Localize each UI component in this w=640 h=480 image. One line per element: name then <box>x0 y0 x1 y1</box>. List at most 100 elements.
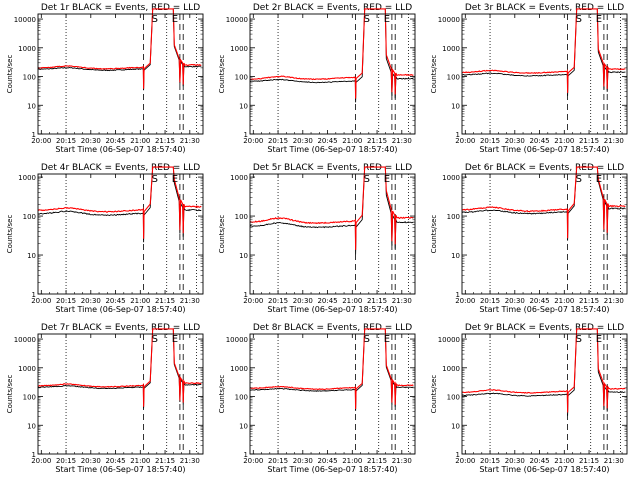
x-tick-label: 20:15 <box>480 137 500 145</box>
y-tick-label: 10 <box>27 252 36 260</box>
x-tick-label: 21:00 <box>130 297 150 305</box>
chart-title: Det 4r BLACK = Events, RED = LLD <box>41 163 200 173</box>
x-axis-label: Start Time (06-Sep-07 18:57:40) <box>55 145 185 154</box>
x-tick-label: 20:15 <box>56 297 76 305</box>
x-tick-label: 20:45 <box>529 457 549 465</box>
y-tick-label: 1000 <box>230 45 248 53</box>
chart-title: Det 8r BLACK = Events, RED = LLD <box>253 323 412 333</box>
x-tick-label: 20:45 <box>529 297 549 305</box>
y-axis-label: Counts/sec <box>6 375 14 414</box>
x-tick-label: 21:00 <box>554 457 574 465</box>
x-axis-label: Start Time (06-Sep-07 18:57:40) <box>479 145 609 154</box>
chart-title: Det 2r BLACK = Events, RED = LLD <box>253 3 412 13</box>
x-tick-label: 21:00 <box>130 137 150 145</box>
x-tick-label: 21:15 <box>367 137 387 145</box>
series-line-lld <box>249 8 414 99</box>
x-tick-label: 21:00 <box>342 137 362 145</box>
y-axis-label: Counts/sec <box>430 215 438 254</box>
plot-frame <box>37 333 204 455</box>
y-tick-label: 10 <box>451 102 460 110</box>
x-tick-label: 20:00 <box>31 137 51 145</box>
y-tick-label: 100 <box>23 394 36 402</box>
chart-title: Det 5r BLACK = Events, RED = LLD <box>253 163 412 173</box>
x-tick-label: 21:00 <box>342 457 362 465</box>
marker-label-e: E <box>384 174 390 185</box>
plot-frame <box>249 173 416 295</box>
y-tick-label: 10000 <box>226 336 248 344</box>
marker-label-s: S <box>152 174 158 185</box>
marker-label-e: E <box>172 14 178 25</box>
x-tick-label: 20:30 <box>505 297 525 305</box>
y-tick-label: 1000 <box>18 174 36 182</box>
y-tick-label: 1000 <box>230 365 248 373</box>
series-line-lld <box>37 8 202 89</box>
y-axis-label: Counts/sec <box>430 375 438 414</box>
y-tick-label: 1 <box>456 451 460 459</box>
x-tick-label: 20:45 <box>317 457 337 465</box>
series-line-lld <box>249 328 414 410</box>
x-tick-label: 20:15 <box>480 297 500 305</box>
marker-label-s: S <box>576 14 582 25</box>
plot-frame <box>461 13 628 135</box>
y-tick-label: 1000 <box>442 45 460 53</box>
plot-frame <box>461 333 628 455</box>
plot-frame <box>37 13 204 135</box>
y-tick-label: 1 <box>244 291 248 299</box>
x-tick-label: 20:00 <box>455 297 475 305</box>
x-tick-label: 21:00 <box>130 457 150 465</box>
y-axis-label: Counts/sec <box>6 55 14 94</box>
y-tick-label: 1000 <box>18 45 36 53</box>
y-axis-label: Counts/sec <box>6 215 14 254</box>
y-tick-label: 100 <box>447 74 460 82</box>
x-tick-label: 21:30 <box>604 297 624 305</box>
y-tick-label: 100 <box>235 394 248 402</box>
plot-frame <box>249 333 416 455</box>
x-tick-label: 20:00 <box>31 457 51 465</box>
x-tick-label: 21:15 <box>579 297 599 305</box>
y-tick-label: 10000 <box>14 336 36 344</box>
x-tick-label: 20:00 <box>31 297 51 305</box>
y-tick-label: 1 <box>456 291 460 299</box>
x-tick-label: 21:15 <box>367 297 387 305</box>
marker-label-e: E <box>596 334 602 345</box>
x-tick-label: 20:30 <box>505 457 525 465</box>
x-tick-label: 20:15 <box>56 457 76 465</box>
series-line-lld <box>461 328 626 413</box>
y-tick-label: 10 <box>27 102 36 110</box>
marker-label-s: S <box>152 14 158 25</box>
y-tick-label: 100 <box>447 394 460 402</box>
marker-label-s: S <box>576 174 582 185</box>
plot-frame <box>461 173 628 295</box>
x-tick-label: 20:45 <box>105 297 125 305</box>
series-line-lld <box>37 166 202 239</box>
series-line-events <box>249 8 414 103</box>
y-tick-label: 100 <box>235 213 248 221</box>
x-tick-label: 21:00 <box>554 137 574 145</box>
y-tick-label: 10000 <box>14 16 36 24</box>
y-tick-label: 1 <box>32 451 36 459</box>
x-tick-label: 20:00 <box>243 297 263 305</box>
x-tick-label: 21:30 <box>392 297 412 305</box>
x-axis-label: Start Time (06-Sep-07 18:57:40) <box>267 465 397 474</box>
series-line-events <box>461 8 626 96</box>
x-tick-label: 21:30 <box>180 297 200 305</box>
marker-label-e: E <box>384 14 390 25</box>
x-tick-label: 20:15 <box>268 457 288 465</box>
chart-title: Det 1r BLACK = Events, RED = LLD <box>41 3 200 13</box>
y-tick-label: 10 <box>239 252 248 260</box>
chart-title: Det 3r BLACK = Events, RED = LLD <box>465 3 624 13</box>
x-tick-label: 21:15 <box>367 457 387 465</box>
x-tick-label: 21:15 <box>155 137 175 145</box>
x-tick-label: 20:30 <box>81 297 101 305</box>
x-tick-label: 20:45 <box>529 137 549 145</box>
plot-frame <box>37 173 204 295</box>
series-line-events <box>249 166 414 255</box>
x-tick-label: 20:30 <box>81 137 101 145</box>
x-axis-label: Start Time (06-Sep-07 18:57:40) <box>267 305 397 314</box>
